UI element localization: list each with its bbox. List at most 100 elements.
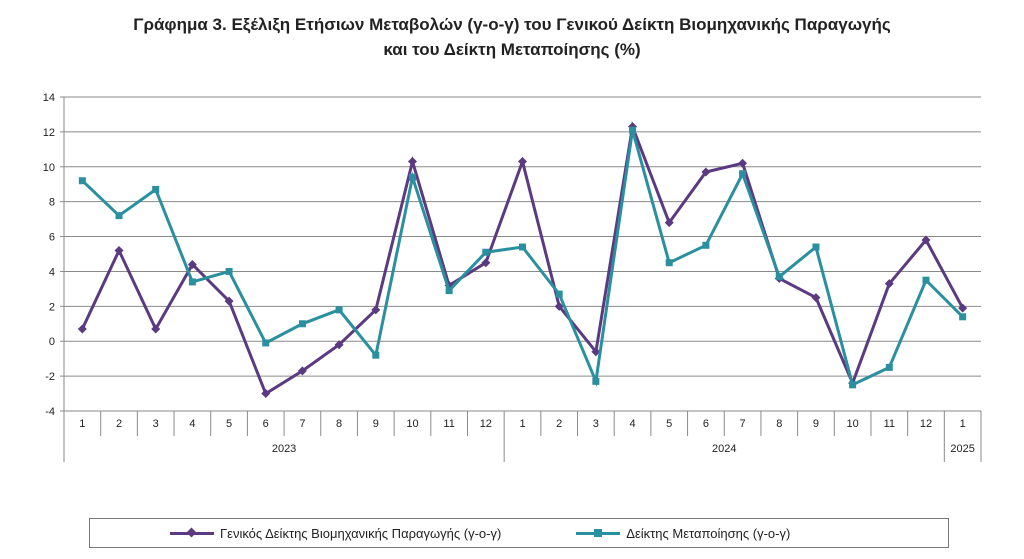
data-point	[297, 366, 307, 376]
y-tick-label: 6	[49, 232, 55, 244]
data-point	[629, 126, 637, 134]
legend-item-manufacturing: Δείκτης Μεταποίησης (γ-ο-γ)	[576, 526, 790, 541]
data-point	[592, 377, 600, 385]
data-point	[335, 306, 343, 314]
data-point	[482, 248, 490, 256]
data-point	[664, 218, 674, 228]
gridlines	[64, 96, 981, 412]
y-tick-label: 4	[49, 266, 55, 278]
x-tick-label: 5	[226, 418, 232, 430]
legend-item-industrial-production: Γενικός Δείκτης Βιομηχανικής Παραγωγής (…	[170, 526, 501, 541]
y-tick-label: 2	[49, 301, 55, 313]
x-tick-label: 10	[406, 418, 418, 430]
data-point	[225, 267, 233, 275]
data-point	[701, 167, 711, 177]
y-tick-label: 14	[43, 92, 55, 104]
x-tick-label: 2	[556, 418, 562, 430]
data-point	[372, 351, 380, 359]
legend-label-manufacturing: Δείκτης Μεταποίησης (γ-ο-γ)	[626, 525, 791, 541]
x-tick-label: 1	[960, 418, 966, 430]
data-point	[114, 246, 124, 256]
x-tick-label: 6	[703, 418, 709, 430]
data-point	[334, 340, 344, 350]
series-group	[77, 120, 968, 399]
data-point	[78, 177, 86, 185]
data-point	[554, 301, 564, 311]
x-group-label: 2023	[272, 443, 296, 455]
data-point	[959, 313, 967, 321]
data-point	[591, 347, 601, 357]
data-point	[921, 235, 931, 245]
x-tick-label: 1	[519, 418, 525, 430]
y-axis: -4 -2 0 2 4 6 8 10 12 14	[43, 92, 65, 418]
data-point	[812, 243, 820, 251]
x-tick-label: 8	[336, 418, 342, 430]
data-point	[739, 170, 747, 178]
data-point	[261, 389, 271, 399]
x-tick-label: 11	[443, 418, 454, 430]
data-point	[922, 276, 930, 284]
x-tick-label: 3	[153, 418, 159, 430]
data-point	[152, 185, 160, 193]
x-tick-label: 7	[740, 418, 746, 430]
data-point	[885, 363, 893, 371]
data-point	[738, 158, 748, 168]
data-point	[187, 259, 197, 269]
y-tick-label: 0	[49, 336, 55, 348]
data-point	[702, 241, 710, 249]
x-tick-label: 5	[666, 418, 672, 430]
legend-label-industrial-production: Γενικός Δείκτης Βιομηχανικής Παραγωγής (…	[220, 525, 502, 541]
chart-title-line-2: και του Δείκτη Μεταποίησης (%)	[383, 40, 641, 59]
x-group-label: 2025	[950, 443, 974, 455]
chart-title: Γράφημα 3. Εξέλιξη Ετήσιων Μεταβολών (γ-…	[0, 12, 1024, 62]
diamond-marker-icon	[170, 527, 214, 539]
x-tick-label: 3	[593, 418, 599, 430]
x-tick-label: 4	[629, 418, 635, 430]
data-point	[188, 278, 196, 286]
data-point	[481, 258, 491, 268]
x-tick-label: 6	[263, 418, 269, 430]
data-point	[407, 157, 417, 167]
data-point	[555, 290, 563, 298]
data-point	[371, 305, 381, 315]
data-point	[849, 381, 857, 389]
x-tick-label: 4	[189, 418, 195, 430]
data-point	[151, 324, 161, 334]
data-point	[958, 303, 968, 313]
data-point	[77, 324, 87, 334]
x-tick-label: 8	[776, 418, 782, 430]
data-point	[224, 296, 234, 306]
x-tick-label: 11	[884, 418, 895, 430]
y-tick-label: 10	[43, 162, 55, 174]
data-point	[445, 287, 453, 295]
data-point	[518, 157, 527, 167]
x-group-label: 2024	[712, 443, 736, 455]
y-tick-label: 12	[43, 127, 55, 139]
x-tick-label: 7	[299, 418, 305, 430]
data-point	[115, 212, 123, 220]
x-tick-label: 9	[373, 418, 379, 430]
x-tick-label: 2	[116, 418, 122, 430]
data-point	[408, 173, 416, 181]
data-point	[665, 259, 673, 267]
square-marker-icon	[576, 527, 621, 539]
x-tick-label: 12	[480, 418, 492, 430]
y-tick-label: -4	[45, 406, 55, 418]
x-tick-label: 12	[920, 418, 932, 430]
legend: Γενικός Δείκτης Βιομηχανικής Παραγωγής (…	[89, 518, 949, 548]
data-point	[519, 243, 526, 251]
data-point	[811, 293, 821, 303]
x-tick-label: 10	[846, 418, 858, 430]
data-point	[775, 273, 783, 281]
data-point	[884, 279, 894, 289]
chart-title-line-1: Γράφημα 3. Εξέλιξη Ετήσιων Μεταβολών (γ-…	[133, 15, 891, 34]
x-tick-label: 1	[79, 418, 85, 430]
y-tick-label: 8	[49, 197, 55, 209]
y-tick-label: -2	[45, 371, 55, 383]
data-point	[262, 339, 270, 347]
series-line-1	[81, 129, 964, 387]
data-point	[298, 320, 306, 328]
x-tick-label: 9	[813, 418, 819, 430]
